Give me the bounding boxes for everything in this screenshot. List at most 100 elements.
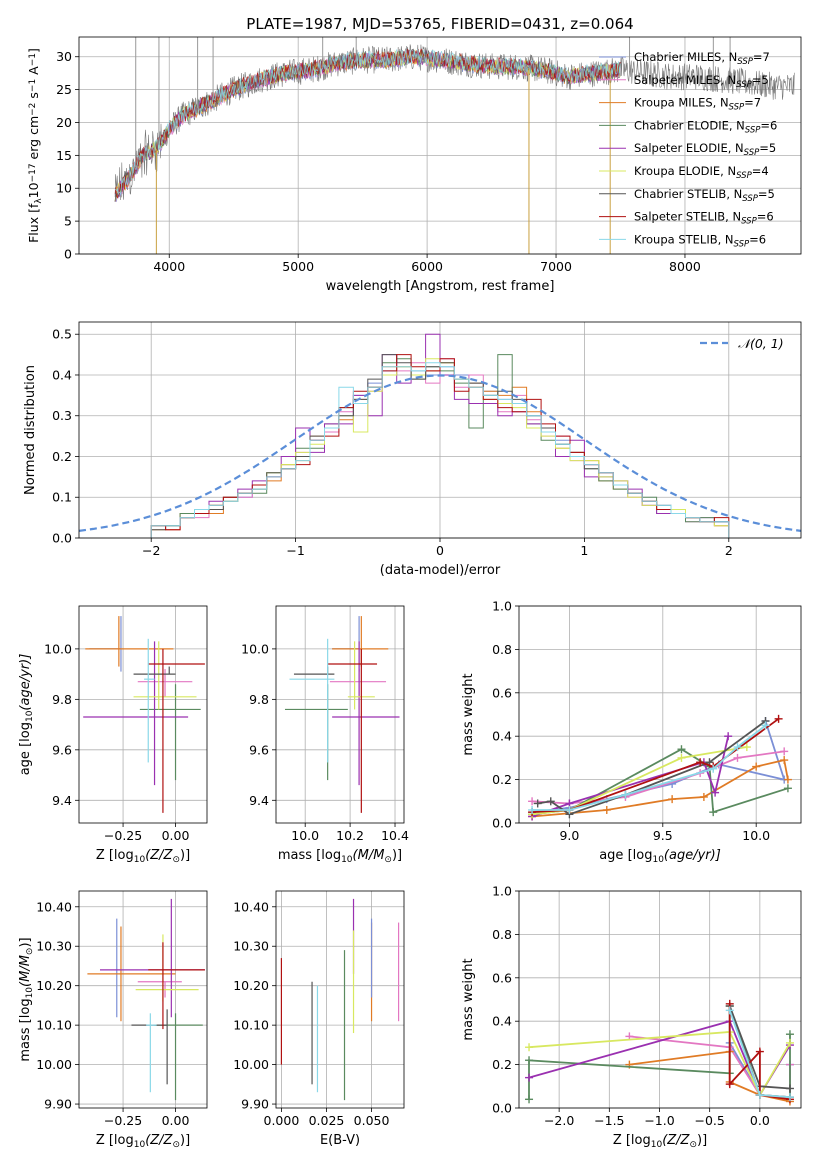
x-tick-label: −2.0 — [544, 1113, 574, 1128]
series-line — [528, 1031, 791, 1097]
y-tick-label: 10.10 — [233, 1018, 269, 1033]
histogram-y-axis-label: Normed distribution — [23, 365, 38, 495]
x-tick-label: 0.0 — [750, 1113, 770, 1128]
x-tick-label: −1.5 — [594, 1113, 624, 1128]
x-tick-label: 0.050 — [354, 1113, 390, 1128]
y-tick-label: 0.6 — [492, 970, 512, 985]
spectrum-y-axis-label-part: −2 — [28, 103, 38, 116]
y-tick-label: 9.8 — [249, 692, 269, 707]
x-tick-label: 6000 — [411, 259, 443, 274]
legend-label-part: SSP — [736, 171, 752, 181]
y-tick-label: 10.10 — [36, 1018, 72, 1033]
spectrum-y-axis-label-part: erg cm — [26, 116, 41, 164]
x-tick-label: −1.0 — [644, 1113, 674, 1128]
y-tick-label: 15 — [56, 148, 72, 163]
spectrum-y-axis-label-part: s — [26, 92, 41, 103]
legend-label-part: =6 — [757, 210, 774, 224]
y-tick-label: 1.0 — [492, 884, 512, 899]
plot-area — [280, 898, 400, 1101]
mass-vs-z-x-axis-label-part: 10 — [134, 1140, 146, 1150]
plot-area — [528, 714, 792, 821]
y-tick-label: 10.20 — [36, 978, 72, 993]
spectrum-y-axis-label-part: −17 — [28, 163, 38, 182]
axes-frame — [78, 321, 802, 539]
legend-label-part: Chabrier STELIB, N — [634, 187, 742, 201]
age-vs-z-x-axis-label-part: 10 — [134, 855, 146, 865]
legend-label: Chabrier MILES, NSSP=7 — [634, 50, 770, 67]
x-tick-label: −1 — [286, 543, 304, 558]
age-vs-z-y-axis-label-part: (age/yr)] — [18, 654, 33, 711]
figure-title: PLATE=1987, MJD=53765, FIBERID=0431, z=0… — [246, 15, 633, 33]
legend-label-part: Salpeter ELODIE, N — [634, 141, 744, 155]
legend-label: Salpeter STELIB, NSSP=6 — [634, 210, 774, 227]
mass-weight-vs-age-x-axis-label: age [log10(age/yr)] — [599, 848, 721, 865]
y-tick-label: 10.30 — [36, 939, 72, 954]
y-tick-label: 10.0 — [44, 641, 72, 656]
mass-vs-z-y-axis-label-part: (M/M — [18, 955, 33, 987]
mass-vs-z-x-axis-label-part: ⊙ — [172, 1140, 180, 1150]
age-vs-z-y-axis-label: age [log10(age/yr)] — [18, 654, 35, 776]
y-tick-label: 10 — [56, 181, 72, 196]
plot-area — [87, 898, 205, 1101]
plot-area — [83, 616, 205, 813]
y-tick-label: 30 — [56, 49, 72, 64]
legend-label: Chabrier STELIB, NSSP=5 — [634, 187, 775, 204]
mass-vs-z-y-axis-label: mass [log10(M/M⊙)] — [18, 937, 35, 1061]
histogram-series — [150, 362, 730, 538]
x-tick-label: −2 — [142, 543, 160, 558]
panel-residuals: −2 −1 0 1 2 0.0 0.1 0.2 0.3 0.4 0.5 (data-model)/er… — [23, 321, 802, 578]
y-tick-label: 9.90 — [241, 1097, 269, 1112]
legend-label-part: Kroupa STELIB, N — [634, 232, 734, 246]
mass-vs-z-x-axis-label-part: Z [log — [96, 1133, 134, 1148]
x-tick-label: 0.000 — [264, 1113, 300, 1128]
age-vs-z-x-axis-label: Z [log10(Z/Z⊙)] — [96, 848, 190, 865]
y-tick-label: 9.6 — [249, 742, 269, 757]
panel-mass-vs-ebv: 0.000 0.025 0.050 9.90 10.00 10.10 10.20 10.30 1… — [233, 890, 405, 1148]
spectrum-y-axis-label-part: −1 — [28, 53, 38, 66]
mass-weight-vs-age-x-axis-label-part: (age/yr)] — [664, 848, 721, 863]
legend-label-part: =6 — [760, 118, 777, 132]
spectrum-y-axis-label-part: −1 — [28, 79, 38, 92]
mass-vs-z-y-axis-label-part: 10 — [25, 987, 35, 999]
mass-vs-ebv-x-axis-label: E(B-V) — [320, 1133, 360, 1148]
x-tick-label: 0.00 — [162, 1113, 190, 1128]
mass-weight-vs-z-x-axis-label: Z [log10(Z/Z⊙)] — [613, 1133, 707, 1150]
normal-curve — [79, 374, 801, 532]
x-tick-label: −0.25 — [104, 1113, 142, 1128]
legend-label-part: Kroupa ELODIE, N — [634, 164, 736, 178]
mass-vs-z-y-axis-label-part: mass [log — [18, 998, 33, 1061]
spectrum-x-axis-label: wavelength [Angstrom, rest frame] — [326, 279, 555, 294]
legend-label-part: =5 — [759, 141, 776, 155]
legend-label-part: =6 — [749, 232, 766, 246]
y-tick-label: 10.00 — [233, 1057, 269, 1072]
legend-label-part: =4 — [752, 164, 769, 178]
legend-label: Kroupa STELIB, NSSP=6 — [634, 232, 766, 249]
y-tick-label: 0.2 — [492, 772, 512, 787]
legend-label: Kroupa MILES, NSSP=7 — [634, 96, 761, 113]
spectrum-y-axis-label-part: A — [26, 66, 41, 79]
age-vs-mass-x-axis-label-part: )] — [392, 848, 402, 863]
legend-label-part: SSP — [736, 79, 752, 89]
legend-label-part: =7 — [744, 96, 761, 110]
plot-area — [79, 333, 801, 538]
y-tick-label: 0.5 — [52, 327, 72, 342]
axes-frame — [78, 36, 802, 255]
x-tick-label: 10.2 — [336, 828, 364, 843]
y-tick-label: 9.4 — [249, 793, 269, 808]
x-tick-label: 0 — [436, 543, 444, 558]
x-tick-label: 8000 — [669, 259, 701, 274]
y-tick-label: 0.2 — [52, 449, 72, 464]
x-tick-label: 1 — [580, 543, 588, 558]
legend-label-part: SSP — [742, 193, 758, 203]
y-tick-label: 9.4 — [52, 793, 72, 808]
mass-vs-z-x-axis-label: Z [log10(Z/Z⊙)] — [96, 1133, 190, 1150]
y-tick-label: 25 — [56, 82, 72, 97]
mass-weight-vs-z-x-axis-label-part: 10 — [651, 1140, 663, 1150]
x-tick-label: 9.0 — [559, 828, 579, 843]
legend-label-part: SSP — [734, 239, 750, 249]
mass-vs-z-x-axis-label-part: (Z/Z — [145, 1133, 173, 1148]
mass-weight-vs-z-x-axis-label-part: )] — [697, 1133, 707, 1148]
legend-label-part: SSP — [737, 57, 753, 67]
